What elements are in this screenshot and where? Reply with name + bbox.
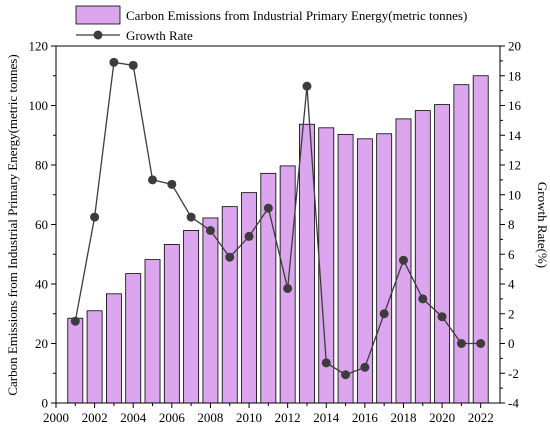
y2-tick-label-8: 8 (508, 217, 515, 232)
growth-point-2007 (186, 212, 196, 222)
growth-point-2005 (148, 175, 158, 185)
x-tick-label-2008: 2008 (197, 410, 223, 425)
y2-tick-label-12: 12 (508, 158, 521, 173)
growth-point-2010 (244, 231, 254, 241)
y2-tick-label-2: 2 (508, 306, 515, 321)
y2-tick-label-18: 18 (508, 68, 521, 83)
bar-2010 (241, 192, 257, 404)
growth-point-2012 (283, 283, 293, 293)
x-tick-label-2016: 2016 (352, 410, 379, 425)
bar-2006 (163, 244, 180, 404)
x-tick-label-2010: 2010 (236, 410, 262, 425)
x-tick-label-2006: 2006 (159, 410, 186, 425)
x-tick-label-2002: 2002 (82, 410, 108, 425)
bar-2022 (472, 75, 489, 404)
growth-point-2003 (109, 57, 119, 67)
growth-point-2018 (398, 255, 408, 265)
bar-2019 (414, 110, 431, 404)
y-tick-label-0: 0 (42, 396, 49, 411)
y2-tick-label-14: 14 (508, 128, 522, 143)
growth-point-2001 (70, 316, 80, 326)
legend: Carbon Emissions from Industrial Primary… (75, 5, 467, 43)
growth-point-2002 (90, 212, 100, 222)
y-tick-label-40: 40 (35, 277, 48, 292)
bar-2003 (105, 293, 122, 404)
growth-point-2006 (167, 179, 177, 189)
growth-point-2008 (205, 225, 215, 235)
x-tick-label-2018: 2018 (390, 410, 416, 425)
growth-point-2022 (476, 339, 486, 348)
x-tick-label-2020: 2020 (429, 410, 455, 425)
y-tick-label-120: 120 (29, 39, 49, 54)
bar-2009 (221, 206, 238, 404)
growth-point-2020 (437, 312, 447, 322)
y2-tick-label-4: 4 (508, 277, 515, 292)
growth-point-2019 (418, 294, 428, 304)
y2-tick-label-10: 10 (508, 187, 521, 202)
y-axis-title-right: Growth Rate(%) (535, 182, 550, 268)
y2-tick-label-16: 16 (508, 98, 522, 113)
growth-point-2021 (456, 339, 466, 348)
y2-tick-label-0: 0 (508, 336, 515, 351)
bar-2015 (337, 133, 354, 404)
bar-2001 (67, 317, 84, 404)
y-axis-title-left: Carbon Emissions from Industrial Primary… (5, 54, 20, 395)
growth-point-2014 (321, 358, 331, 368)
growth-point-2016 (360, 362, 370, 372)
y2-tick-label--2: -2 (508, 366, 519, 381)
y-tick-label-100: 100 (29, 98, 49, 113)
y2-tick-label--4: -4 (508, 396, 519, 411)
bar-2017 (376, 133, 393, 404)
x-tick-label-2004: 2004 (120, 410, 147, 425)
x-tick-label-2022: 2022 (468, 410, 494, 425)
x-tick-label-2014: 2014 (313, 410, 340, 425)
bar-2004 (125, 273, 142, 404)
bars-layer (67, 75, 489, 404)
growth-line-layer (70, 57, 486, 380)
growth-point-2017 (379, 309, 389, 319)
legend-bar-swatch (75, 5, 121, 25)
growth-rate-line (74, 61, 481, 376)
bar-2020 (434, 104, 451, 404)
legend-marker-swatch (93, 30, 103, 40)
y-tick-label-20: 20 (35, 336, 48, 351)
y-tick-label-80: 80 (35, 158, 48, 173)
growth-point-2013 (302, 81, 312, 91)
x-tick-label-2012: 2012 (275, 410, 301, 425)
y2-tick-label-6: 6 (508, 247, 515, 262)
growth-point-2011 (263, 203, 273, 213)
legend-label-emissions: Carbon Emissions from Industrial Primary… (126, 8, 467, 23)
y-tick-label-60: 60 (35, 217, 48, 232)
y2-tick-label-20: 20 (508, 39, 521, 54)
bar-2008 (202, 217, 219, 404)
x-tick-label-2000: 2000 (43, 410, 69, 425)
legend-label-growth: Growth Rate (126, 28, 193, 43)
growth-point-2015 (341, 370, 351, 380)
growth-point-2009 (225, 252, 235, 262)
axes-layer: 2000 2002 2004 2006 2008 2010 2012 2014 2016 2018… (29, 39, 522, 426)
bar-2005 (144, 259, 161, 404)
bar-2007 (183, 230, 200, 404)
plot-frame (55, 45, 501, 404)
growth-point-2004 (128, 60, 138, 70)
bar-2021 (453, 84, 470, 404)
bar-2002 (86, 310, 103, 404)
